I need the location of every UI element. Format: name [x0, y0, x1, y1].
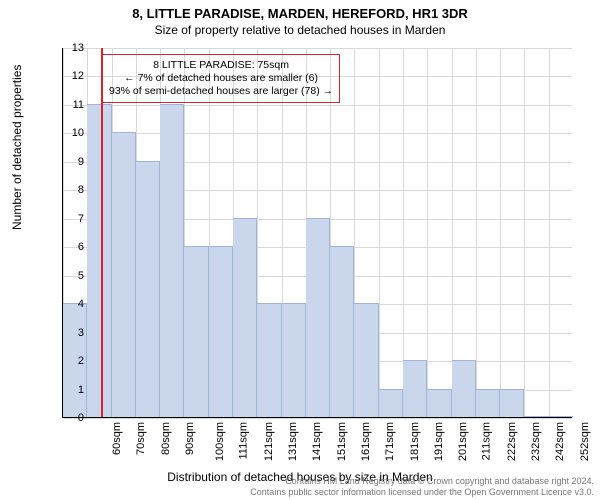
gridline-horizontal — [63, 105, 572, 106]
x-tick-label: 131sqm — [287, 422, 299, 461]
marker-annotation: 8 LITTLE PARADISE: 75sqm ← 7% of detache… — [102, 54, 340, 103]
histogram-bar — [282, 303, 306, 417]
gridline-vertical — [427, 48, 428, 417]
histogram-bar — [500, 389, 524, 417]
x-tick-label: 161sqm — [360, 422, 372, 461]
histogram-bar — [306, 218, 330, 417]
x-tick-label: 70sqm — [135, 422, 147, 455]
y-tick-label: 10 — [64, 127, 84, 139]
x-tick-label: 171sqm — [384, 422, 396, 461]
x-tick-label: 181sqm — [409, 422, 421, 461]
histogram-bar — [403, 360, 427, 417]
histogram-bar — [112, 132, 136, 417]
y-tick-label: 7 — [64, 213, 84, 225]
histogram-bar — [136, 161, 160, 417]
y-tick-label: 3 — [64, 327, 84, 339]
gridline-vertical — [500, 48, 501, 417]
x-tick-label: 100sqm — [214, 422, 226, 461]
x-tick-label: 60sqm — [111, 422, 123, 455]
x-tick-label: 222sqm — [506, 422, 518, 461]
chart-title: 8, LITTLE PARADISE, MARDEN, HEREFORD, HR… — [0, 6, 600, 21]
histogram-bar — [87, 104, 111, 417]
gridline-horizontal — [63, 48, 572, 49]
x-tick-label: 111sqm — [237, 422, 249, 460]
histogram-bar — [330, 246, 354, 417]
x-tick-label: 201sqm — [457, 422, 469, 461]
y-tick-label: 13 — [64, 42, 84, 54]
histogram-bar — [524, 416, 548, 417]
x-tick-label: 211sqm — [481, 422, 493, 460]
annotation-line: 93% of semi-detached houses are larger (… — [109, 85, 333, 98]
y-tick-label: 1 — [64, 384, 84, 396]
chart-subtitle: Size of property relative to detached ho… — [0, 23, 600, 37]
histogram-bar — [184, 246, 208, 417]
y-tick-label: 8 — [64, 184, 84, 196]
y-axis-label: Number of detached properties — [10, 65, 24, 230]
footer-line: Contains HM Land Registry data © Crown c… — [250, 476, 594, 487]
histogram-bar — [379, 389, 403, 417]
annotation-line: 8 LITTLE PARADISE: 75sqm — [109, 59, 333, 72]
y-tick-label: 12 — [64, 70, 84, 82]
x-tick-label: 90sqm — [184, 422, 196, 455]
annotation-line: ← 7% of detached houses are smaller (6) — [109, 72, 333, 85]
gridline-horizontal — [63, 133, 572, 134]
histogram-bar — [476, 389, 500, 417]
histogram-bar — [354, 303, 378, 417]
y-tick-label: 5 — [64, 270, 84, 282]
histogram-bar — [233, 218, 257, 417]
x-tick-label: 151sqm — [336, 422, 348, 461]
attribution-footer: Contains HM Land Registry data © Crown c… — [250, 476, 594, 498]
y-tick-label: 11 — [64, 99, 84, 111]
gridline-horizontal — [63, 418, 572, 419]
histogram-bar — [452, 360, 476, 417]
y-tick-label: 0 — [64, 412, 84, 424]
x-tick-label: 191sqm — [433, 422, 445, 461]
histogram-bar — [257, 303, 281, 417]
histogram-bar — [427, 389, 451, 417]
y-tick-label: 6 — [64, 241, 84, 253]
y-tick-label: 4 — [64, 298, 84, 310]
x-tick-label: 232sqm — [530, 422, 542, 461]
gridline-vertical — [476, 48, 477, 417]
gridline-vertical — [379, 48, 380, 417]
gridline-vertical — [524, 48, 525, 417]
x-tick-label: 141sqm — [312, 422, 324, 461]
y-tick-label: 9 — [64, 156, 84, 168]
footer-line: Contains public sector information licen… — [250, 487, 594, 498]
x-tick-label: 121sqm — [263, 422, 275, 461]
chart-plot-area: 8 LITTLE PARADISE: 75sqm ← 7% of detache… — [62, 48, 572, 418]
y-tick-label: 2 — [64, 355, 84, 367]
histogram-bar — [209, 246, 233, 417]
histogram-bar — [549, 416, 573, 417]
x-tick-label: 80sqm — [160, 422, 172, 455]
x-tick-label: 252sqm — [579, 422, 591, 461]
gridline-vertical — [549, 48, 550, 417]
x-tick-label: 242sqm — [554, 422, 566, 461]
histogram-bar — [160, 104, 184, 417]
